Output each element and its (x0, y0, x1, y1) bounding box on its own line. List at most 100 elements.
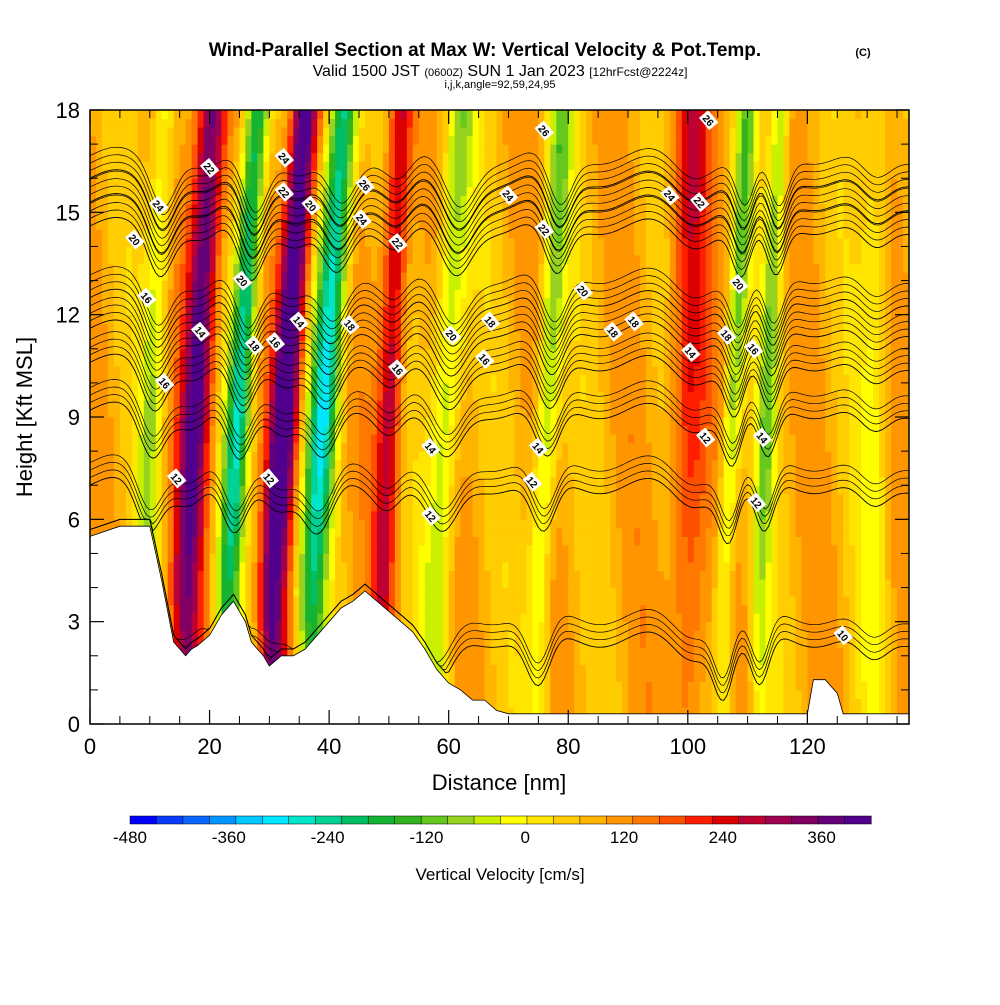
field-cell (167, 434, 175, 444)
field-cell (371, 314, 378, 324)
field-cell (275, 297, 282, 307)
field-cell (269, 527, 276, 537)
field-cell (203, 570, 211, 580)
field-cell (209, 297, 217, 307)
field-cell (454, 630, 462, 640)
field-cell (478, 374, 486, 384)
field-cell (269, 553, 276, 563)
field-cell (484, 451, 492, 461)
field-cell (155, 399, 163, 409)
field-cell (155, 493, 163, 503)
field-cell (245, 135, 252, 145)
field-cell (442, 365, 450, 375)
field-cell (299, 587, 306, 597)
field-cell (185, 630, 193, 640)
field-cell (113, 186, 121, 196)
field-cell (275, 110, 282, 120)
field-cell (179, 263, 187, 273)
field-cell (406, 544, 414, 554)
field-cell (466, 399, 474, 409)
field-cell (221, 408, 229, 418)
field-cell (299, 425, 306, 435)
field-cell (90, 331, 97, 341)
field-cell (472, 681, 480, 691)
field-cell (353, 229, 360, 239)
field-cell (376, 118, 384, 128)
field-cell (347, 263, 354, 273)
field-cell (245, 519, 252, 529)
field-cell (323, 527, 330, 537)
field-cell (353, 562, 360, 572)
field-cell (311, 425, 318, 435)
field-cell (281, 451, 288, 461)
field-cell (125, 255, 133, 265)
field-cell (484, 365, 492, 375)
field-cell (371, 203, 378, 213)
field-cell (209, 579, 217, 589)
field-cell (209, 493, 217, 503)
field-cell (281, 638, 288, 648)
field-cell (376, 306, 384, 316)
field-cell (412, 237, 420, 247)
field-cell (466, 664, 474, 674)
field-cell (460, 212, 468, 222)
field-cell (394, 118, 402, 128)
field-cell (406, 161, 414, 171)
field-cell (442, 613, 450, 623)
field-cell (209, 280, 217, 290)
field-cell (376, 263, 384, 273)
field-cell (329, 272, 336, 282)
field-cell (382, 212, 390, 222)
field-cell (203, 348, 211, 358)
field-cell (484, 203, 492, 213)
field-cell (454, 638, 462, 648)
field-cell (335, 519, 342, 529)
field-cell (275, 118, 282, 128)
field-cell (137, 161, 145, 171)
field-cell (299, 348, 306, 358)
field-cell (400, 562, 408, 572)
field-cell (323, 246, 330, 256)
field-cell (317, 144, 324, 154)
field-cell (478, 263, 486, 273)
field-cell (251, 621, 258, 631)
field-cell (430, 178, 438, 188)
field-cell (251, 382, 258, 392)
field-cell (113, 434, 121, 444)
field-cell (460, 417, 468, 427)
field-cell (167, 493, 175, 503)
field-cell (102, 348, 109, 358)
field-cell (107, 280, 115, 290)
field-cell (365, 289, 372, 299)
field-cell (167, 289, 175, 299)
field-cell (472, 502, 480, 512)
field-cell (287, 459, 294, 469)
field-cell (245, 110, 252, 120)
field-cell (323, 596, 330, 606)
field-cell (149, 272, 157, 282)
field-cell (478, 544, 486, 554)
field-cell (275, 596, 282, 606)
field-cell (125, 425, 133, 435)
field-cell (179, 135, 187, 145)
field-cell (293, 246, 300, 256)
field-cell (173, 434, 181, 444)
field-cell (209, 442, 217, 452)
field-cell (490, 212, 498, 222)
field-cell (281, 562, 288, 572)
field-cell (125, 186, 133, 196)
field-cell (293, 391, 300, 401)
field-cell (203, 425, 211, 435)
field-cell (388, 246, 396, 256)
field-cell (173, 587, 181, 597)
field-cell (323, 110, 330, 120)
field-cell (466, 127, 474, 137)
field-cell (424, 553, 432, 563)
field-cell (119, 297, 127, 307)
field-cell (149, 365, 157, 375)
field-cell (359, 135, 366, 145)
field-cell (490, 527, 498, 537)
field-cell (400, 468, 408, 478)
field-cell (251, 306, 258, 316)
field-cell (347, 348, 354, 358)
